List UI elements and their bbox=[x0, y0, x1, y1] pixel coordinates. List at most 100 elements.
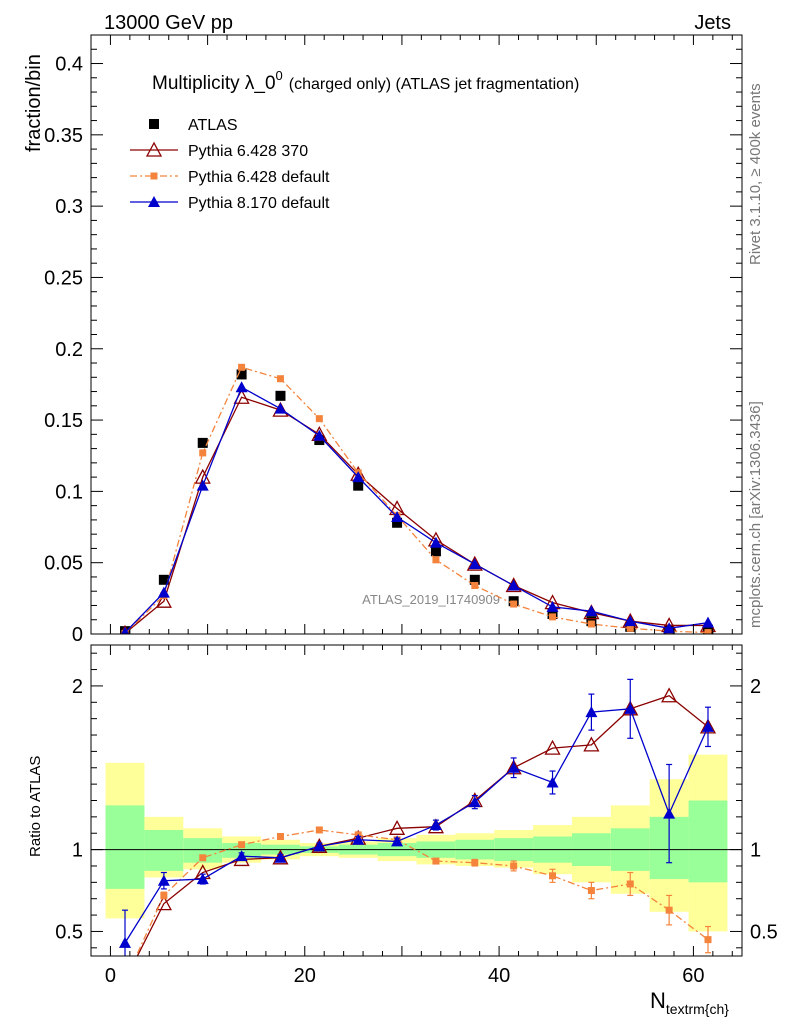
main-data-point bbox=[315, 415, 323, 423]
ratio-data-point bbox=[388, 819, 406, 835]
ratio-y-tick-label-right: 1 bbox=[750, 840, 761, 862]
ratio-data-point bbox=[122, 977, 129, 984]
main-title: Multiplicity λ_00 (charged only) (ATLAS j… bbox=[152, 68, 579, 94]
ratio-data-point bbox=[429, 819, 442, 831]
ratio-xlabel: Ntextrm{ch} bbox=[650, 988, 729, 1017]
ratio-data-point bbox=[583, 736, 600, 752]
ratio-data-point bbox=[432, 857, 440, 865]
main-data-point bbox=[429, 536, 442, 548]
main-data-point bbox=[196, 479, 209, 491]
ratio-data-point bbox=[196, 873, 209, 885]
ratio-data-point bbox=[160, 891, 168, 899]
ratio-data-point bbox=[665, 906, 673, 914]
legend-marker bbox=[145, 141, 163, 157]
main-data-point bbox=[469, 574, 480, 585]
main-y-tick-label: 0.25 bbox=[44, 267, 83, 289]
ratio-series-group bbox=[118, 678, 717, 987]
ratio-data-point bbox=[391, 835, 404, 847]
ratio-ylabel: Ratio to ATLAS bbox=[27, 756, 44, 857]
main-y-tick-label: 0.15 bbox=[44, 410, 83, 432]
main-series-group bbox=[120, 363, 717, 634]
ratio-data-point bbox=[352, 833, 365, 845]
main-data-point bbox=[158, 574, 169, 585]
main-data-point bbox=[432, 556, 440, 564]
ratio-data-point bbox=[626, 880, 634, 888]
ratio-data-point bbox=[199, 854, 207, 862]
main-data-point bbox=[430, 546, 441, 557]
main-y-tick-label: 0.3 bbox=[55, 196, 83, 218]
main-data-point bbox=[701, 616, 714, 628]
ratio-data-point bbox=[549, 872, 557, 880]
ratio-data-point bbox=[507, 761, 520, 773]
header-left: 13000 GeV pp bbox=[104, 12, 233, 34]
main-data-point bbox=[507, 579, 520, 591]
main-data-point bbox=[155, 592, 172, 608]
ratio-xlabel-main: N bbox=[650, 988, 666, 1013]
ratio-data-point bbox=[238, 841, 246, 849]
main-data-point bbox=[626, 624, 634, 632]
main-series-line bbox=[124, 366, 709, 634]
legend-marker bbox=[149, 119, 159, 129]
rivet-label: Rivet 3.1.10, ≥ 400k events bbox=[747, 83, 764, 265]
band-green-bin bbox=[105, 805, 145, 889]
main-data-point bbox=[313, 429, 326, 441]
legend-label: Pythia 8.170 default bbox=[188, 195, 330, 212]
legend-label: ATLAS bbox=[188, 117, 238, 134]
main-data-point bbox=[546, 600, 559, 612]
ratio-series-line bbox=[124, 708, 709, 944]
main-y-tick-label: 0.05 bbox=[44, 553, 83, 575]
main-data-point bbox=[199, 449, 207, 457]
ratio-data-point bbox=[235, 850, 248, 862]
band-green-bin bbox=[144, 829, 184, 871]
ratio-data-point bbox=[471, 859, 479, 867]
main-y-tick-label: 0.35 bbox=[44, 125, 83, 147]
ratio-data-point bbox=[157, 874, 170, 886]
ratio-data-point bbox=[587, 887, 595, 895]
ratio-data-point bbox=[701, 720, 714, 732]
main-data-point bbox=[663, 622, 676, 634]
main-ylabel: fraction/bin bbox=[23, 54, 45, 152]
ratio-data-point bbox=[313, 840, 326, 852]
main-data-point bbox=[236, 369, 247, 380]
main-data-point bbox=[510, 600, 518, 608]
ratio-data-point bbox=[546, 776, 559, 788]
main-data-point bbox=[353, 480, 364, 491]
main-series-line bbox=[124, 386, 709, 634]
analysis-watermark: ATLAS_2019_I1740909 bbox=[362, 592, 500, 607]
main-data-point bbox=[275, 390, 286, 401]
main-data-point bbox=[120, 626, 130, 634]
main-data-point bbox=[157, 586, 170, 598]
legend-label: Pythia 6.428 370 bbox=[188, 143, 308, 160]
ratio-data-point bbox=[544, 739, 561, 755]
main-data-point bbox=[704, 629, 712, 634]
ratio-data-point bbox=[315, 826, 323, 834]
ratio-data-point bbox=[119, 936, 132, 948]
ratio-y-tick-label: 1 bbox=[72, 840, 83, 862]
ratio-y-tick-label-right: 2 bbox=[750, 676, 761, 698]
main-data-point bbox=[392, 517, 403, 528]
main-title-text: Multiplicity λ_0 bbox=[152, 73, 276, 94]
ratio-y-tick-label: 0.5 bbox=[55, 921, 83, 943]
main-data-point bbox=[585, 605, 598, 617]
legend-marker bbox=[150, 172, 158, 180]
main-data-point bbox=[274, 402, 287, 414]
ratio-y-tick-label: 2 bbox=[72, 676, 83, 698]
main-data-point bbox=[505, 577, 522, 593]
ratio-data-point bbox=[274, 851, 287, 863]
ratio-data-point bbox=[661, 687, 678, 703]
ratio-bands bbox=[91, 754, 742, 932]
main-data-point bbox=[466, 555, 483, 571]
ratio-data-point bbox=[510, 862, 518, 870]
ratio-series-line bbox=[136, 695, 709, 956]
header-right: Jets bbox=[694, 12, 731, 34]
main-title-rest: (charged only) (ATLAS jet fragmentation) bbox=[289, 76, 580, 93]
main-data-point bbox=[276, 375, 284, 383]
ratio-frame bbox=[90, 644, 743, 957]
main-data-point bbox=[624, 615, 637, 627]
legend: ATLAS Pythia 6.428 370 Pythia 6.428 defaul… bbox=[130, 117, 330, 212]
ratio-data-point bbox=[704, 936, 712, 944]
ratio-data-point bbox=[118, 974, 132, 987]
